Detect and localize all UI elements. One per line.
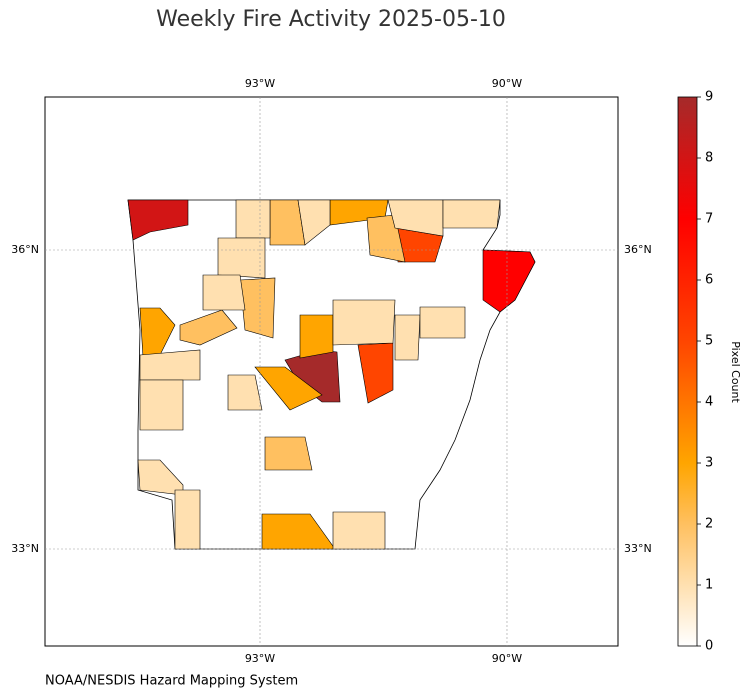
county bbox=[235, 199, 271, 239]
source-note: NOAA/NESDIS Hazard Mapping System bbox=[45, 674, 298, 689]
county bbox=[179, 309, 238, 346]
colorbar-tick-label: 4 bbox=[705, 395, 713, 410]
county bbox=[174, 489, 201, 550]
colorbar-tick-label: 8 bbox=[705, 151, 713, 166]
county bbox=[332, 299, 396, 346]
county bbox=[127, 199, 189, 241]
lon-label-top: 90°W bbox=[492, 77, 522, 90]
lat-label-right: 33°N bbox=[624, 542, 652, 555]
colorbar-tick-label: 9 bbox=[705, 90, 713, 105]
colorbar-tick-label: 0 bbox=[705, 639, 713, 654]
county bbox=[239, 277, 276, 339]
county bbox=[332, 511, 386, 550]
colorbar-tick-label: 6 bbox=[705, 273, 713, 288]
county bbox=[139, 379, 184, 431]
county bbox=[442, 199, 501, 229]
county bbox=[264, 436, 313, 471]
county bbox=[227, 374, 263, 411]
colorbar-tick-label: 5 bbox=[705, 334, 713, 349]
county bbox=[202, 274, 246, 311]
colorbar-tick-label: 1 bbox=[705, 578, 713, 593]
colorbar-tick-label: 7 bbox=[705, 212, 713, 227]
county bbox=[139, 307, 176, 358]
county bbox=[419, 306, 466, 339]
county bbox=[297, 199, 331, 246]
lon-label-top: 93°W bbox=[245, 77, 275, 90]
map-layer bbox=[127, 199, 536, 550]
county bbox=[299, 314, 334, 359]
county bbox=[394, 314, 421, 361]
county bbox=[254, 366, 323, 411]
colorbar-label: Pixel Count bbox=[729, 341, 742, 403]
colorbar-tick-label: 2 bbox=[705, 517, 713, 532]
lat-label-right: 36°N bbox=[624, 243, 652, 256]
county bbox=[139, 349, 201, 381]
colorbar bbox=[677, 96, 698, 647]
county bbox=[387, 199, 444, 237]
lon-label-bottom: 90°W bbox=[492, 652, 522, 665]
lat-label-left: 36°N bbox=[11, 243, 39, 256]
lat-label-left: 33°N bbox=[11, 542, 39, 555]
county bbox=[217, 237, 266, 279]
lon-label-bottom: 93°W bbox=[245, 652, 275, 665]
county bbox=[482, 249, 536, 313]
title: Weekly Fire Activity 2025-05-10 bbox=[156, 7, 506, 32]
colorbar-tick-label: 3 bbox=[705, 456, 713, 471]
